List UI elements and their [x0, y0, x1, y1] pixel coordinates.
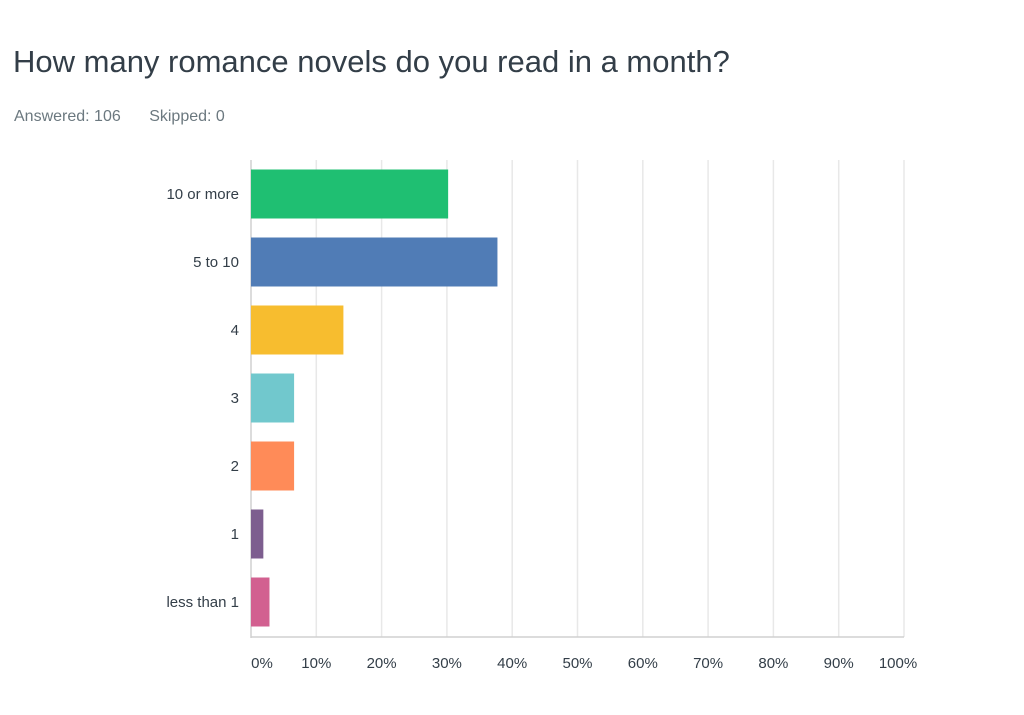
category-label: 3: [231, 390, 239, 407]
category-label: 5 to 10: [193, 254, 239, 271]
category-label: 10 or more: [166, 186, 239, 203]
response-summary: Answered: 106 Skipped: 0: [14, 108, 249, 126]
x-tick-label: 60%: [628, 655, 658, 672]
x-tick-label: 30%: [432, 655, 462, 672]
x-tick-label: 50%: [562, 655, 592, 672]
bar: [251, 509, 264, 559]
x-tick-label: 100%: [879, 655, 917, 672]
bar: [251, 305, 344, 355]
skipped-count: Skipped: 0: [149, 108, 225, 125]
x-tick-label: 70%: [693, 655, 723, 672]
bar: [251, 169, 449, 219]
x-tick-label: 90%: [824, 655, 854, 672]
bar: [251, 441, 295, 491]
answered-count: Answered: 106: [14, 108, 121, 125]
x-tick-label: 40%: [497, 655, 527, 672]
x-tick-label: 10%: [301, 655, 331, 672]
category-label: less than 1: [166, 594, 239, 611]
x-tick-label: 80%: [758, 655, 788, 672]
bar: [251, 577, 270, 627]
bar: [251, 237, 498, 287]
x-tick-label: 20%: [367, 655, 397, 672]
category-label: 2: [231, 458, 239, 475]
chart-title: How many romance novels do you read in a…: [13, 44, 730, 79]
x-tick-label: 0%: [251, 655, 273, 672]
category-label: 1: [231, 526, 239, 543]
category-label: 4: [231, 322, 239, 339]
bar: [251, 373, 295, 423]
